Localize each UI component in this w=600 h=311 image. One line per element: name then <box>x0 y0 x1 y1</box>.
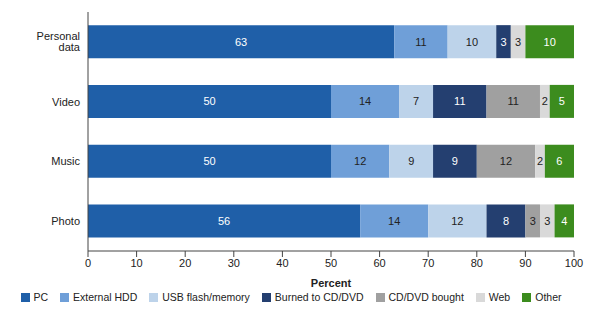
svg-text:7: 7 <box>413 95 419 107</box>
svg-text:6: 6 <box>556 155 562 167</box>
svg-text:100: 100 <box>565 257 583 269</box>
svg-text:4: 4 <box>561 215 567 227</box>
svg-text:9: 9 <box>408 155 414 167</box>
svg-text:20: 20 <box>179 257 191 269</box>
svg-text:56: 56 <box>218 215 230 227</box>
svg-text:3: 3 <box>500 36 506 48</box>
svg-text:12: 12 <box>354 155 366 167</box>
html-text:CD/DVD bought: CD/DVD bought <box>388 291 464 303</box>
svg-text:11: 11 <box>454 95 465 107</box>
svg-text:50: 50 <box>203 95 215 107</box>
svg-text:60: 60 <box>373 257 385 269</box>
svg-text:3: 3 <box>544 215 550 227</box>
svg-text:40: 40 <box>276 257 288 269</box>
svg-text:11: 11 <box>415 36 426 48</box>
svg-text:12: 12 <box>451 215 463 227</box>
svg-text:11: 11 <box>508 95 519 107</box>
html-text:Other: Other <box>535 291 562 303</box>
svg-text:9: 9 <box>452 155 458 167</box>
svg-text:50: 50 <box>325 257 337 269</box>
svg-text:63: 63 <box>235 36 247 48</box>
svg-text:Personaldata: Personaldata <box>37 30 81 53</box>
svg-text:Video: Video <box>52 96 80 108</box>
svg-text:50: 50 <box>203 155 215 167</box>
svg-text:70: 70 <box>422 257 434 269</box>
svg-text:14: 14 <box>388 215 400 227</box>
svg-text:0: 0 <box>85 257 91 269</box>
svg-text:Music: Music <box>51 155 80 167</box>
html-text:USB flash/memory: USB flash/memory <box>162 291 250 303</box>
svg-text:Photo: Photo <box>51 215 80 227</box>
svg-text:80: 80 <box>471 257 483 269</box>
svg-text:30: 30 <box>228 257 240 269</box>
svg-text:10: 10 <box>130 257 142 269</box>
svg-text:90: 90 <box>519 257 531 269</box>
svg-text:2: 2 <box>537 155 543 167</box>
html-text:PC: PC <box>33 291 49 303</box>
svg-text:14: 14 <box>359 95 371 107</box>
svg-text:8: 8 <box>503 215 509 227</box>
html-text:Burned to CD/DVD: Burned to CD/DVD <box>274 291 364 303</box>
svg-text:12: 12 <box>500 155 512 167</box>
svg-text:3: 3 <box>515 36 521 48</box>
svg-text:Percent: Percent <box>311 277 352 289</box>
svg-text:10: 10 <box>544 36 556 48</box>
html-text:Web: Web <box>488 291 511 303</box>
html-text:External HDD: External HDD <box>73 291 138 303</box>
svg-text:3: 3 <box>530 215 536 227</box>
svg-text:10: 10 <box>466 36 478 48</box>
svg-text:5: 5 <box>559 95 565 107</box>
svg-text:2: 2 <box>542 95 548 107</box>
